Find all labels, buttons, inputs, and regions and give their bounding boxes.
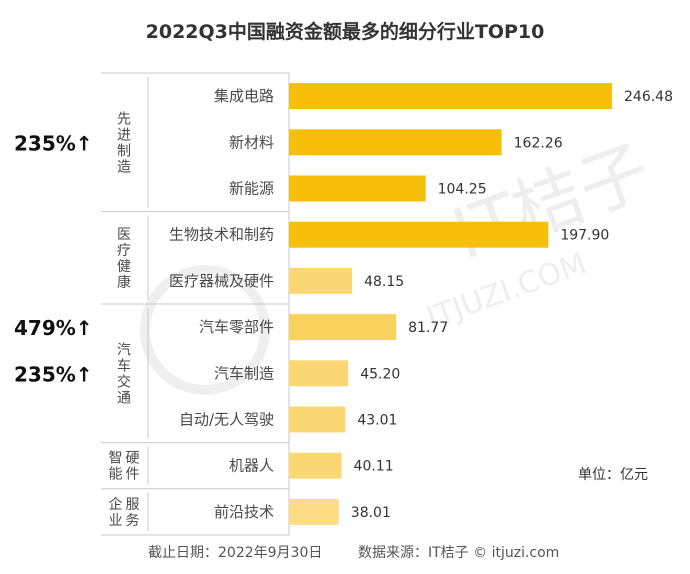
value-label: 162.26 <box>514 135 563 151</box>
chart-title: 2022Q3中国融资金额最多的细分行业TOP10 <box>146 20 545 43</box>
value-label: 81.77 <box>408 320 448 336</box>
value-label: 40.11 <box>354 459 394 475</box>
growth-annotation: 479%↑ <box>14 316 93 340</box>
group-label-char: 交 <box>117 373 131 390</box>
category-labels: 集成电路新材料新能源生物技术和制药医疗器械及硬件汽车零部件汽车制造自动/无人驾驶… <box>169 87 274 521</box>
annotations: 235%↑ 479%↑ 235%↑ <box>14 131 93 386</box>
group-label-char: 能 <box>109 467 123 483</box>
group-label-char: 智 <box>109 451 123 467</box>
growth-annotation: 235%↑ <box>14 362 93 386</box>
bar <box>289 498 339 525</box>
footer-source: 数据来源：IT桔子 © itjuzi.com <box>358 545 559 561</box>
category-label: 前沿技术 <box>214 503 274 521</box>
group-separators <box>101 72 290 536</box>
category-label: 生物技术和制药 <box>169 226 274 244</box>
category-label: 机器人 <box>229 457 274 475</box>
value-label: 104.25 <box>438 182 487 198</box>
group-label-char: 制 <box>117 143 131 159</box>
value-label: 38.01 <box>351 505 391 521</box>
group-label-char: 服 <box>126 497 140 513</box>
group-label-char: 业 <box>109 513 123 529</box>
bar <box>289 314 397 341</box>
category-label: 医疗器械及硬件 <box>169 272 274 290</box>
value-labels: 246.48 162.26 104.25 197.90 48.15 81.77 45.20 4… <box>351 89 673 521</box>
category-label: 汽车制造 <box>214 364 274 382</box>
group-label-char: 件 <box>126 467 140 483</box>
bar <box>289 452 342 479</box>
category-label: 集成电路 <box>214 87 274 105</box>
bar <box>289 129 502 156</box>
bar <box>289 83 612 110</box>
value-label: 48.15 <box>364 274 404 290</box>
value-label: 43.01 <box>357 413 397 429</box>
group-label-char: 先 <box>117 111 131 127</box>
watermark-logo-ring <box>140 265 270 395</box>
group-label-char: 健 <box>117 259 131 275</box>
footer-date: 截止日期：2022年9月30日 <box>148 545 322 561</box>
group-label-char: 企 <box>109 496 123 513</box>
group-label-char: 务 <box>126 513 140 529</box>
category-label: 汽车零部件 <box>199 318 274 336</box>
bar <box>289 221 549 248</box>
group-label-char: 汽 <box>117 342 131 358</box>
value-label: 197.90 <box>560 228 609 244</box>
category-label: 新能源 <box>229 180 274 198</box>
bar <box>289 406 346 433</box>
category-label: 新材料 <box>229 133 274 151</box>
bar <box>289 267 353 294</box>
growth-annotation: 235%↑ <box>14 131 93 155</box>
bar <box>289 175 426 202</box>
value-label: 45.20 <box>360 366 400 382</box>
bars <box>289 83 612 525</box>
value-label: 246.48 <box>624 89 673 105</box>
group-label-char: 硬 <box>126 451 140 467</box>
category-label: 自动/无人驾驶 <box>179 411 274 429</box>
bar <box>289 360 349 387</box>
group-label-char: 通 <box>117 390 131 406</box>
group-label-char: 进 <box>117 127 131 143</box>
group-label-char: 康 <box>117 274 131 291</box>
unit-label: 单位：亿元 <box>578 467 648 483</box>
group-label-char: 造 <box>117 159 131 175</box>
group-label-char: 车 <box>117 357 131 374</box>
group-label-char: 医 <box>117 227 131 243</box>
group-label-char: 疗 <box>117 243 131 259</box>
